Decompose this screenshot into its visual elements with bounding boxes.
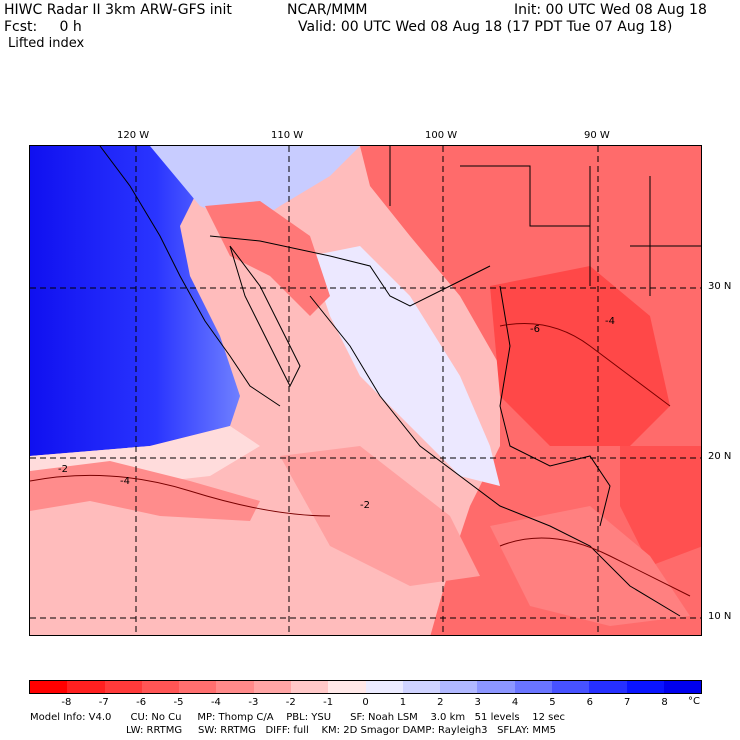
colorbar-tick-label: 8: [661, 697, 668, 708]
colorbar-swatch: [589, 681, 627, 693]
colorbar-swatch: [551, 681, 590, 693]
colorbar-tick-label: -3: [248, 697, 259, 708]
colorbar-unit: °C: [688, 696, 700, 707]
lat-label-30n: 30 N: [708, 281, 732, 292]
caribbean-area: [620, 446, 701, 566]
colorbar-swatch: [179, 681, 217, 693]
lat-label-20n: 20 N: [708, 451, 732, 462]
contour-label: -2: [360, 500, 370, 511]
colorbar-swatch: [141, 681, 180, 693]
init-time: Init: 00 UTC Wed 08 Aug 18: [514, 2, 707, 18]
colorbar-tick-label: -4: [210, 697, 221, 708]
contour-lines: [30, 323, 691, 597]
latlon-grid: [30, 146, 701, 635]
model-info-line1: Model Info: V4.0 CU: No Cu MP: Thomp C/A…: [30, 712, 566, 723]
lon-label-100w: 100 W: [425, 130, 458, 141]
contour-label: -4: [120, 476, 130, 487]
colorbar-swatch: [626, 681, 664, 693]
mexican-plateau: [310, 246, 500, 486]
colorbar-tick-label: 0: [362, 697, 369, 708]
us-west-coast: [99, 146, 281, 407]
colorbar-tick-label: -7: [98, 697, 109, 708]
colorbar-swatch: [477, 681, 515, 693]
colorbar-swatch: [104, 681, 142, 693]
colorbar-swatch: [290, 681, 329, 693]
gulf-coast: [499, 285, 611, 527]
contour-label: -6: [530, 324, 540, 335]
colorbar-swatch: [663, 681, 702, 693]
pacific-stable-air: [30, 146, 240, 456]
colorbar-tick-label: 3: [474, 697, 481, 708]
model-title: HIWC Radar II 3km ARW-GFS init: [4, 2, 232, 18]
org-label: NCAR/MMM: [287, 2, 368, 18]
colorbar-tick-label: 1: [399, 697, 407, 708]
contour-label: -2: [58, 464, 68, 475]
colorbar-swatch: [365, 681, 403, 693]
colorbar-tick-label: 7: [624, 697, 631, 708]
colorbar-swatch: [402, 681, 441, 693]
colorbar-swatch: [67, 681, 105, 693]
contour-label: -4: [605, 316, 615, 327]
colorbar-tick-label: -1: [323, 697, 334, 708]
colorbar-tick-label: 4: [511, 697, 519, 708]
forecast-hour: Fcst: 0 h: [4, 19, 82, 35]
colorbar-tick-label: -2: [285, 697, 296, 708]
colorbar-swatch: [440, 681, 478, 693]
itcz-band: [30, 461, 260, 521]
valid-time: Valid: 00 UTC Wed 08 Aug 18 (17 PDT Tue …: [298, 19, 673, 35]
colorbar: [29, 680, 702, 694]
lon-label-90w: 90 W: [584, 130, 610, 141]
colorbar-swatch: [514, 681, 552, 693]
baja-peninsula: [229, 245, 301, 388]
lon-label-110w: 110 W: [271, 130, 304, 141]
lon-label-120w: 120 W: [117, 130, 150, 141]
colorbar-swatch: [30, 681, 68, 693]
colorbar-swatch: [216, 681, 254, 693]
lat-label-10n: 10 N: [708, 611, 732, 622]
us-state-lines: [389, 146, 701, 296]
north-light-blue: [150, 146, 360, 226]
colorbar-tick-label: -8: [61, 697, 72, 708]
model-info-line2: LW: RRTMG SW: RRTMG DIFF: full KM: 2D Sm…: [126, 725, 556, 736]
colorbar-tick-label: -6: [136, 697, 147, 708]
field-name: Lifted index: [8, 36, 85, 51]
colorbar-tick-label: 5: [549, 697, 556, 708]
gulf-core: [490, 266, 670, 446]
central-america-band: [490, 506, 690, 626]
colorbar-swatch: [253, 681, 291, 693]
colorbar-tick-label: 2: [437, 697, 444, 708]
lifted-index-map: -2 -4 -6 -4 -2: [29, 145, 702, 636]
colorbar-swatch: [328, 681, 366, 693]
boundaries: [99, 146, 701, 617]
pacific-mexico-coast: [309, 295, 681, 617]
colorbar-tick-label: -5: [173, 697, 184, 708]
southern-mexico-band: [280, 446, 480, 586]
colorbar-tick-label: 6: [586, 697, 594, 708]
baja-instability: [205, 201, 330, 316]
